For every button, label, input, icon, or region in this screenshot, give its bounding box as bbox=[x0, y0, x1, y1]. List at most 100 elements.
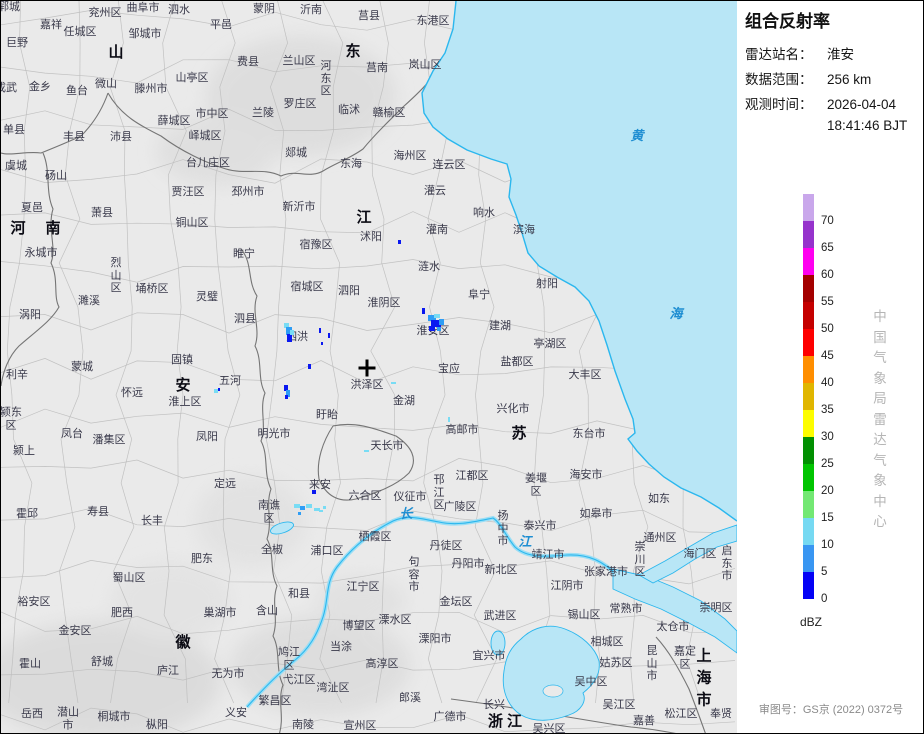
place-label: 夏邑 bbox=[21, 201, 43, 214]
place-label: 宿豫区 bbox=[299, 238, 333, 251]
watermark-char: 达 bbox=[873, 432, 887, 447]
place-label: 奉贤 bbox=[710, 707, 732, 720]
place-label: 海门区 bbox=[683, 547, 717, 560]
place-label: 桐城市 bbox=[97, 710, 131, 723]
watermark-char: 心 bbox=[873, 514, 887, 529]
place-label: 鸠江 区 bbox=[278, 646, 300, 671]
place-label: 寿县 bbox=[87, 505, 109, 518]
place-label: 长丰 bbox=[141, 514, 163, 527]
place-label: 兖州区 bbox=[88, 6, 122, 19]
place-label: 栖霞区 bbox=[358, 530, 392, 543]
place-label: 沛县 bbox=[110, 130, 132, 143]
legend-tick-label: 5 bbox=[821, 566, 828, 578]
place-label: 邳州市 bbox=[231, 185, 265, 198]
place-label: 泗阳 bbox=[338, 284, 360, 297]
place-label: 浦口区 bbox=[310, 544, 344, 557]
place-label: 建湖 bbox=[489, 319, 511, 332]
watermark-char: 象 bbox=[873, 473, 887, 488]
place-label: 肥东 bbox=[191, 552, 213, 565]
place-label: 崇 川 区 bbox=[634, 541, 646, 579]
radar-echo bbox=[286, 327, 292, 335]
place-label: 贾汪区 bbox=[171, 185, 205, 198]
place-label: 义安 bbox=[225, 706, 247, 719]
yellow-sea bbox=[422, 1, 737, 521]
province-label: 东 bbox=[345, 42, 365, 60]
place-label: 薛城区 bbox=[157, 114, 191, 127]
watermark-char: 象 bbox=[873, 370, 887, 386]
place-label: 曲阜市 bbox=[126, 1, 160, 14]
radar-echo bbox=[308, 364, 311, 369]
place-label: 邗 江 区 bbox=[433, 474, 445, 512]
radar-echo bbox=[364, 450, 369, 452]
water-label: 江 bbox=[518, 533, 532, 549]
place-label: 淮阴区 bbox=[367, 296, 401, 309]
legend-tick-label: 25 bbox=[821, 458, 834, 470]
legend-color-block bbox=[803, 302, 814, 329]
place-label: 丹徒区 bbox=[429, 539, 463, 552]
place-label: 靖江市 bbox=[531, 548, 565, 561]
place-label: 东海 bbox=[340, 157, 362, 170]
place-label: 灌南 bbox=[426, 223, 448, 236]
radar-echo bbox=[328, 333, 330, 338]
place-label: 全椒 bbox=[261, 543, 283, 556]
place-label: 庐江 bbox=[157, 664, 179, 677]
place-label: 涡阳 bbox=[19, 308, 41, 321]
legend-color-block bbox=[803, 572, 814, 599]
place-label: 淮上区 bbox=[168, 395, 202, 408]
place-label: 滕州市 bbox=[134, 82, 168, 95]
place-label: 舒城 bbox=[91, 655, 113, 668]
place-label: 射阳 bbox=[536, 277, 558, 290]
place-label: 江阴市 bbox=[550, 579, 584, 592]
legend-color-block bbox=[803, 410, 814, 437]
province-label: 江 bbox=[356, 208, 376, 226]
place-label: 连云区 bbox=[432, 158, 466, 171]
place-label: 阜宁 bbox=[468, 288, 490, 301]
legend-tick-label: 45 bbox=[821, 350, 834, 362]
radar-echo bbox=[398, 240, 401, 244]
legend-color-block bbox=[803, 383, 814, 410]
watermark-char: 中 bbox=[873, 309, 887, 324]
place-label: 裕安区 bbox=[17, 595, 51, 608]
legend-tick-label: 30 bbox=[821, 431, 834, 443]
place-label: 微山 bbox=[95, 77, 117, 90]
radar-echo bbox=[218, 388, 220, 391]
place-label: 河 东 区 bbox=[320, 60, 332, 98]
dbz-legend: 70 65 60 55 50 45 40 35 30 25 20 15 10 5 0 bbox=[737, 1, 923, 733]
radar-echo bbox=[448, 417, 450, 422]
watermark-char: 气 bbox=[873, 452, 887, 468]
radar-echo bbox=[391, 382, 396, 384]
place-label: 金乡 bbox=[29, 80, 51, 93]
place-label: 松江区 bbox=[664, 707, 698, 720]
place-label: 南陵 bbox=[292, 718, 314, 731]
time-row: 观测时间： 2026-04-04 bbox=[745, 93, 896, 113]
place-label: 弋江区 bbox=[282, 673, 316, 686]
province-label: 上 海 市 bbox=[696, 647, 712, 708]
radar-echo bbox=[429, 326, 435, 331]
place-label: 洪泽区 bbox=[350, 378, 384, 391]
place-label: 东台市 bbox=[572, 427, 606, 440]
taihu-island bbox=[542, 684, 564, 698]
radar-echo bbox=[319, 510, 323, 512]
place-label: 灵璧 bbox=[196, 290, 218, 303]
radar-echo bbox=[431, 320, 441, 327]
place-label: 丰县 bbox=[63, 130, 85, 143]
place-label: 崇明区 bbox=[699, 601, 733, 614]
place-label: 如东 bbox=[648, 492, 670, 505]
radar-echo bbox=[290, 330, 294, 335]
place-label: 巢湖市 bbox=[203, 606, 237, 619]
legend-unit: dBZ bbox=[800, 615, 823, 629]
radar-echo bbox=[439, 319, 444, 325]
place-label: 宣州区 bbox=[343, 719, 377, 732]
place-label: 吴中区 bbox=[574, 675, 608, 688]
place-label: 滨海 bbox=[513, 223, 535, 236]
province-label: 安 bbox=[175, 376, 195, 394]
radar-echo bbox=[298, 512, 301, 515]
watermark-char: 雷 bbox=[873, 411, 887, 427]
place-label: 仪征市 bbox=[393, 490, 427, 503]
place-label: 萧县 bbox=[91, 206, 113, 219]
place-label: 铜山区 bbox=[175, 216, 209, 229]
legend-tick-label: 50 bbox=[821, 323, 834, 335]
place-label: 句 容 市 bbox=[408, 556, 420, 594]
station-row: 雷达站名： 淮安 bbox=[745, 43, 854, 63]
